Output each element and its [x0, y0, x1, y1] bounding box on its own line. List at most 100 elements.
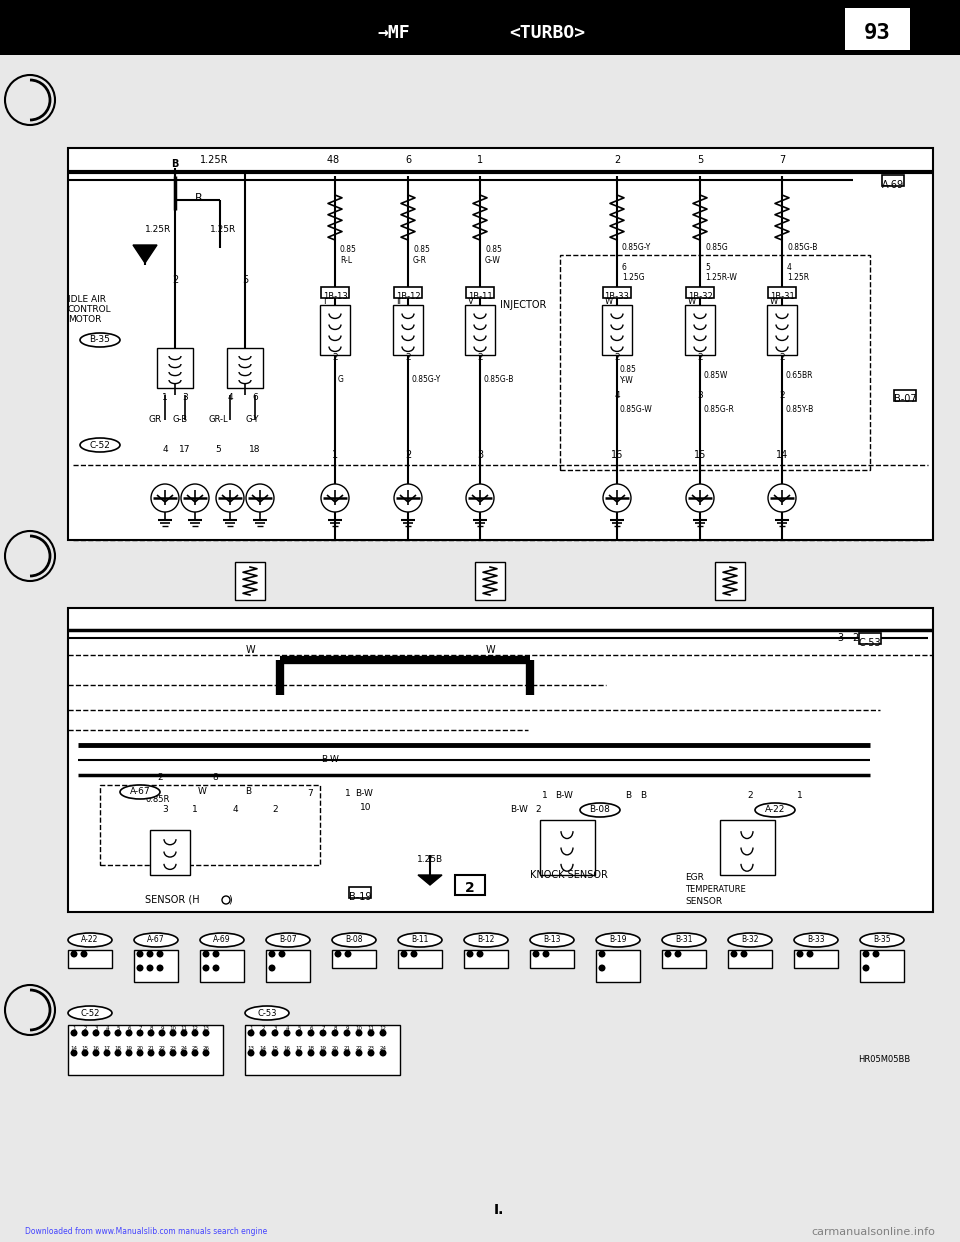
Text: 0.85G-Y: 0.85G-Y — [622, 243, 651, 252]
Circle shape — [768, 484, 796, 512]
Circle shape — [148, 1030, 155, 1037]
Text: 9: 9 — [160, 1026, 164, 1032]
Bar — [393, 306, 423, 355]
Circle shape — [283, 1049, 291, 1057]
Circle shape — [203, 1049, 209, 1057]
Circle shape — [675, 950, 682, 958]
Circle shape — [216, 484, 244, 512]
Text: 2: 2 — [697, 354, 703, 363]
Text: B-31: B-31 — [675, 935, 693, 944]
Ellipse shape — [728, 933, 772, 946]
Text: W: W — [688, 298, 696, 307]
Ellipse shape — [80, 333, 120, 347]
Text: 24: 24 — [180, 1047, 187, 1052]
Circle shape — [126, 1049, 132, 1057]
Text: 1B-32: 1B-32 — [687, 292, 712, 301]
Polygon shape — [418, 876, 442, 886]
Circle shape — [5, 75, 55, 125]
Circle shape — [331, 1049, 339, 1057]
Text: 5: 5 — [215, 446, 221, 455]
Bar — [68, 950, 112, 968]
Text: 17: 17 — [296, 1047, 302, 1052]
Circle shape — [862, 950, 870, 958]
Text: →MF: →MF — [377, 24, 410, 42]
Text: 13: 13 — [248, 1047, 254, 1052]
Text: 3: 3 — [162, 806, 168, 815]
Bar — [794, 950, 838, 968]
Circle shape — [296, 1030, 302, 1037]
Text: 11: 11 — [368, 1026, 374, 1032]
Circle shape — [136, 1030, 143, 1037]
Circle shape — [411, 950, 418, 958]
Bar — [662, 950, 706, 968]
Bar — [882, 174, 904, 185]
Text: 3: 3 — [477, 450, 483, 460]
Text: 1.25R: 1.25R — [210, 226, 236, 235]
Circle shape — [272, 1030, 278, 1037]
Text: 1.25R: 1.25R — [200, 155, 228, 165]
Circle shape — [296, 1049, 302, 1057]
Circle shape — [272, 1049, 278, 1057]
Text: A-67: A-67 — [147, 935, 165, 944]
Text: 16: 16 — [92, 1047, 100, 1052]
Text: 6: 6 — [252, 394, 258, 402]
Bar — [150, 830, 190, 876]
Ellipse shape — [134, 933, 178, 946]
Text: 1B-31: 1B-31 — [770, 292, 794, 301]
Text: 2: 2 — [780, 390, 785, 400]
Bar — [860, 950, 904, 982]
Text: 7: 7 — [307, 789, 313, 797]
Text: IDLE AIR: IDLE AIR — [68, 296, 106, 304]
Text: INJECTOR: INJECTOR — [500, 301, 546, 310]
Text: II: II — [396, 298, 401, 307]
Text: TEMPERATURE: TEMPERATURE — [685, 886, 746, 894]
Text: C-52: C-52 — [89, 441, 110, 450]
Bar — [596, 950, 640, 982]
Text: W: W — [485, 645, 494, 655]
Text: EGR: EGR — [685, 873, 704, 883]
Text: 2: 2 — [747, 790, 753, 800]
Bar — [894, 390, 916, 400]
Text: 22: 22 — [158, 1047, 165, 1052]
Text: 4: 4 — [232, 806, 238, 815]
Bar — [245, 1025, 400, 1076]
Text: 1.25R: 1.25R — [787, 273, 809, 282]
Text: 4: 4 — [228, 394, 233, 402]
Text: 2: 2 — [613, 155, 620, 165]
Circle shape — [269, 965, 276, 971]
Circle shape — [82, 1049, 88, 1057]
Circle shape — [331, 1030, 339, 1037]
Bar — [0, 0, 960, 55]
Circle shape — [278, 950, 285, 958]
Text: B-35: B-35 — [89, 335, 110, 344]
Circle shape — [158, 1049, 165, 1057]
Text: 12: 12 — [379, 1026, 387, 1032]
Bar — [768, 287, 796, 298]
Text: 2: 2 — [780, 354, 785, 363]
Text: 18: 18 — [307, 1047, 315, 1052]
Text: 8: 8 — [332, 155, 338, 165]
Circle shape — [5, 985, 55, 1035]
Text: 0.85Y-B: 0.85Y-B — [785, 405, 813, 415]
Text: 3: 3 — [94, 1026, 98, 1032]
Circle shape — [345, 950, 351, 958]
Text: 22: 22 — [355, 1047, 363, 1052]
Ellipse shape — [755, 804, 795, 817]
Circle shape — [180, 1049, 187, 1057]
Circle shape — [246, 484, 274, 512]
Ellipse shape — [80, 438, 120, 452]
Text: W: W — [198, 787, 206, 796]
Circle shape — [320, 1049, 326, 1057]
Circle shape — [542, 950, 549, 958]
Circle shape — [603, 484, 631, 512]
Circle shape — [158, 1030, 165, 1037]
Text: 1: 1 — [542, 790, 548, 800]
Circle shape — [180, 1030, 187, 1037]
Circle shape — [394, 484, 422, 512]
Circle shape — [181, 484, 209, 512]
Text: 2: 2 — [157, 774, 163, 782]
Circle shape — [212, 950, 220, 958]
Text: 4: 4 — [614, 390, 620, 400]
Text: B: B — [245, 787, 252, 796]
Text: A-22: A-22 — [765, 806, 785, 815]
